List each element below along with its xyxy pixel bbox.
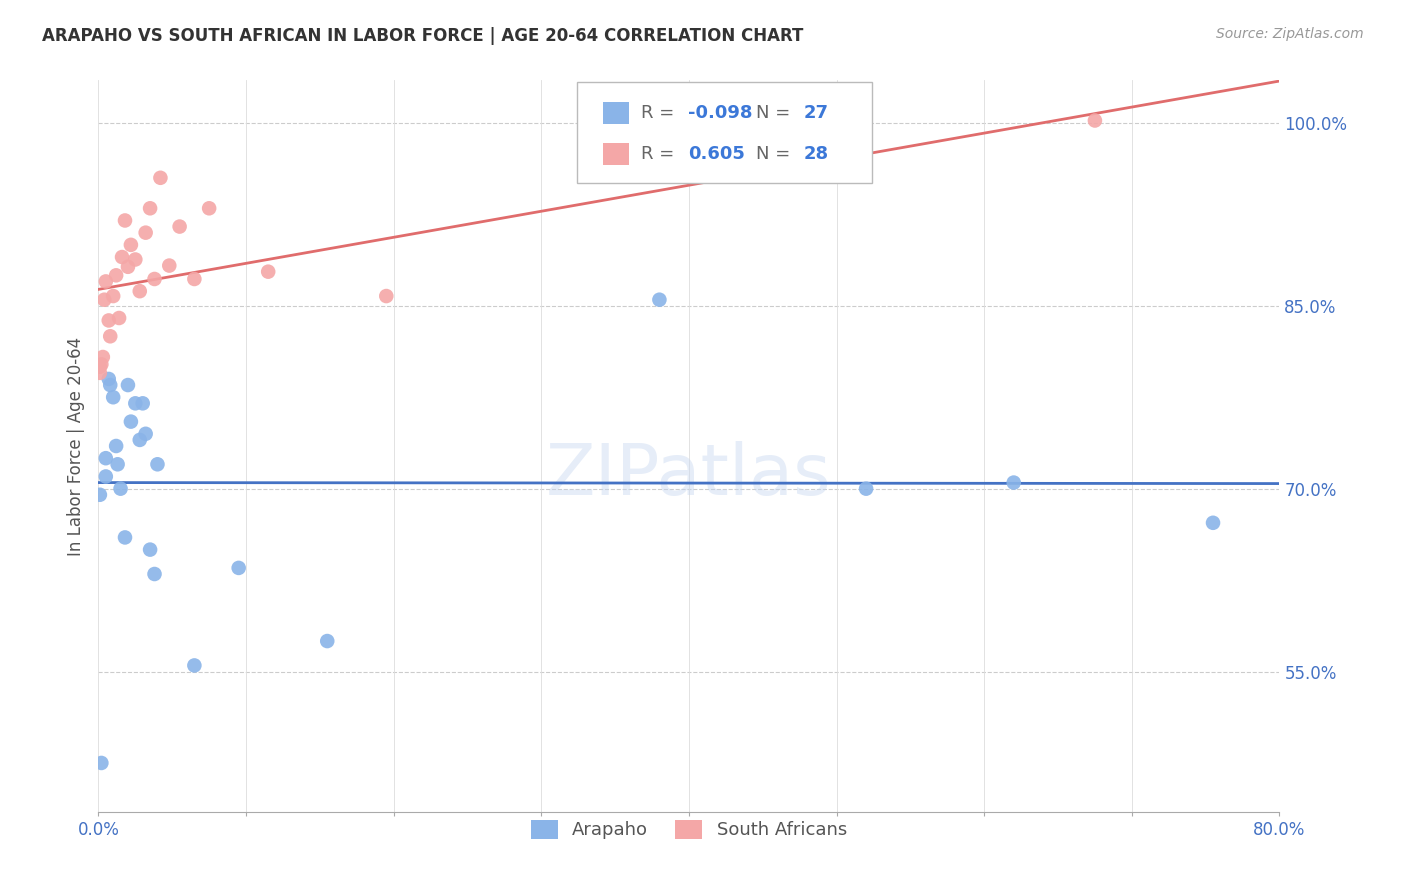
Point bbox=[375, 289, 398, 303]
Point bbox=[169, 219, 191, 234]
Y-axis label: In Labor Force | Age 20-64: In Labor Force | Age 20-64 bbox=[66, 336, 84, 556]
Point bbox=[97, 372, 120, 386]
Point bbox=[117, 260, 139, 274]
Point bbox=[183, 658, 205, 673]
Point bbox=[648, 293, 671, 307]
Text: -0.098: -0.098 bbox=[688, 104, 752, 122]
Point bbox=[135, 226, 157, 240]
Point bbox=[105, 439, 128, 453]
Point bbox=[143, 566, 166, 581]
Text: 0.605: 0.605 bbox=[688, 145, 745, 162]
Point bbox=[108, 310, 131, 325]
Point bbox=[124, 252, 146, 267]
Point bbox=[90, 756, 112, 770]
Point bbox=[89, 359, 111, 374]
Point bbox=[120, 237, 142, 252]
Point bbox=[139, 542, 162, 557]
Point bbox=[157, 259, 180, 273]
Point bbox=[146, 457, 169, 471]
Point bbox=[93, 293, 115, 307]
FancyBboxPatch shape bbox=[603, 103, 628, 124]
Point bbox=[107, 457, 129, 471]
Point bbox=[111, 250, 134, 264]
Point bbox=[89, 366, 111, 380]
Point bbox=[105, 268, 128, 283]
Point bbox=[89, 488, 111, 502]
Point bbox=[855, 482, 877, 496]
Point bbox=[198, 201, 221, 215]
Point bbox=[132, 396, 155, 410]
Point bbox=[114, 530, 136, 544]
FancyBboxPatch shape bbox=[603, 143, 628, 165]
Point bbox=[257, 265, 280, 279]
Point bbox=[91, 350, 114, 364]
Point bbox=[183, 272, 205, 286]
Point bbox=[94, 451, 117, 466]
Point bbox=[98, 329, 121, 343]
Text: ARAPAHO VS SOUTH AFRICAN IN LABOR FORCE | AGE 20-64 CORRELATION CHART: ARAPAHO VS SOUTH AFRICAN IN LABOR FORCE … bbox=[42, 27, 804, 45]
Point bbox=[114, 213, 136, 227]
Point bbox=[97, 313, 120, 327]
Text: R =: R = bbox=[641, 145, 679, 162]
Point bbox=[120, 415, 142, 429]
Text: Source: ZipAtlas.com: Source: ZipAtlas.com bbox=[1216, 27, 1364, 41]
Point bbox=[1002, 475, 1025, 490]
Point bbox=[143, 272, 166, 286]
Text: R =: R = bbox=[641, 104, 679, 122]
Point bbox=[98, 378, 121, 392]
Text: ZIPatlas: ZIPatlas bbox=[546, 441, 832, 509]
Point bbox=[110, 482, 132, 496]
Legend: Arapaho, South Africans: Arapaho, South Africans bbox=[523, 813, 855, 847]
Point bbox=[149, 170, 172, 185]
FancyBboxPatch shape bbox=[576, 82, 872, 183]
Point bbox=[139, 201, 162, 215]
Point bbox=[1084, 113, 1107, 128]
Point bbox=[94, 274, 117, 288]
Point bbox=[1202, 516, 1225, 530]
Point bbox=[128, 433, 150, 447]
Text: N =: N = bbox=[756, 104, 796, 122]
Point bbox=[135, 426, 157, 441]
Point bbox=[228, 561, 250, 575]
Point bbox=[124, 396, 146, 410]
Point bbox=[94, 469, 117, 483]
Point bbox=[128, 284, 150, 298]
Text: 27: 27 bbox=[803, 104, 828, 122]
Text: N =: N = bbox=[756, 145, 796, 162]
Point bbox=[90, 357, 112, 371]
Point bbox=[103, 289, 125, 303]
Point bbox=[103, 390, 125, 404]
Point bbox=[316, 634, 339, 648]
Point bbox=[117, 378, 139, 392]
Text: 28: 28 bbox=[803, 145, 828, 162]
